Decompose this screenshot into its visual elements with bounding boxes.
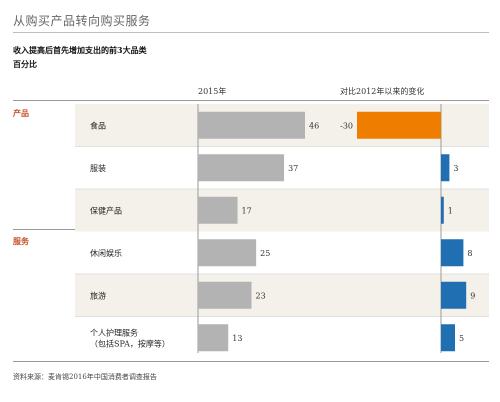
bar-2015 xyxy=(198,111,305,139)
header-divider xyxy=(13,100,489,101)
column-header-2015: 2015年 xyxy=(198,87,227,96)
chart-subtitle: 收入提高后首先增加支出的前3大品类 xyxy=(13,45,147,55)
category-label: 食品 xyxy=(90,120,106,130)
value-label-change: 9 xyxy=(470,291,475,300)
column-header-change: 对比2012年以来的变化 xyxy=(340,87,425,96)
value-label-2015: 17 xyxy=(242,206,252,215)
group-label-products: 产品 xyxy=(13,108,29,118)
bar-change xyxy=(441,281,467,309)
bar-2015 xyxy=(198,196,238,224)
title-divider xyxy=(13,32,489,33)
group-label-services: 服务 xyxy=(13,236,29,246)
source-note: 资料来源：麦肯锡2016年中国消费者调查报告 xyxy=(13,373,157,381)
bar-2015 xyxy=(198,239,257,267)
bar-2015 xyxy=(198,154,285,182)
value-label-2015: 25 xyxy=(260,249,270,258)
value-label-change: 8 xyxy=(467,249,472,258)
value-label-change: 1 xyxy=(448,206,453,215)
value-label-2015: 37 xyxy=(288,164,298,173)
category-label: 休闲娱乐 xyxy=(90,248,122,258)
value-label-change: 5 xyxy=(459,334,464,343)
bar-change xyxy=(441,196,444,224)
bar-change xyxy=(357,111,441,139)
chart-title: 从购买产品转向购买服务 xyxy=(13,14,151,28)
bar-2015 xyxy=(198,324,229,352)
bar-2015 xyxy=(198,281,252,309)
value-label-2015: 23 xyxy=(256,291,266,300)
category-label: 个人护理服务（包括SPA，按摩等） xyxy=(90,327,170,348)
row-band xyxy=(75,274,489,317)
bar-change xyxy=(441,154,450,182)
value-label-change: 3 xyxy=(453,164,458,173)
bar-change xyxy=(441,239,464,267)
row-band xyxy=(75,189,489,232)
value-label-change: -30 xyxy=(340,121,353,130)
bar-change xyxy=(441,324,455,352)
category-label: 服装 xyxy=(90,163,106,173)
value-label-2015: 13 xyxy=(232,334,242,343)
value-label-2015: 46 xyxy=(309,121,319,130)
footer-divider xyxy=(13,361,489,362)
category-label: 旅游 xyxy=(90,290,106,300)
unit-label: 百分比 xyxy=(13,59,37,69)
category-label: 保健产品 xyxy=(90,205,122,215)
